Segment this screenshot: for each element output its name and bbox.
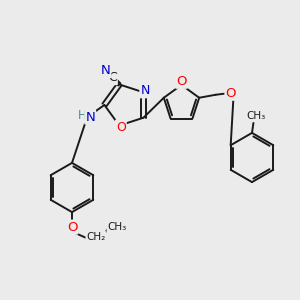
Text: C: C [108, 71, 117, 84]
Text: O: O [225, 87, 236, 100]
Text: O: O [176, 75, 187, 88]
Text: CH₃: CH₃ [107, 222, 127, 232]
Text: N: N [85, 110, 95, 124]
Text: N: N [101, 64, 110, 77]
Text: O: O [67, 220, 77, 234]
Text: CH₃: CH₃ [246, 111, 265, 122]
Text: H: H [77, 109, 86, 122]
Text: O: O [116, 121, 126, 134]
Text: N: N [140, 84, 150, 97]
Text: CH₂: CH₂ [86, 232, 106, 242]
